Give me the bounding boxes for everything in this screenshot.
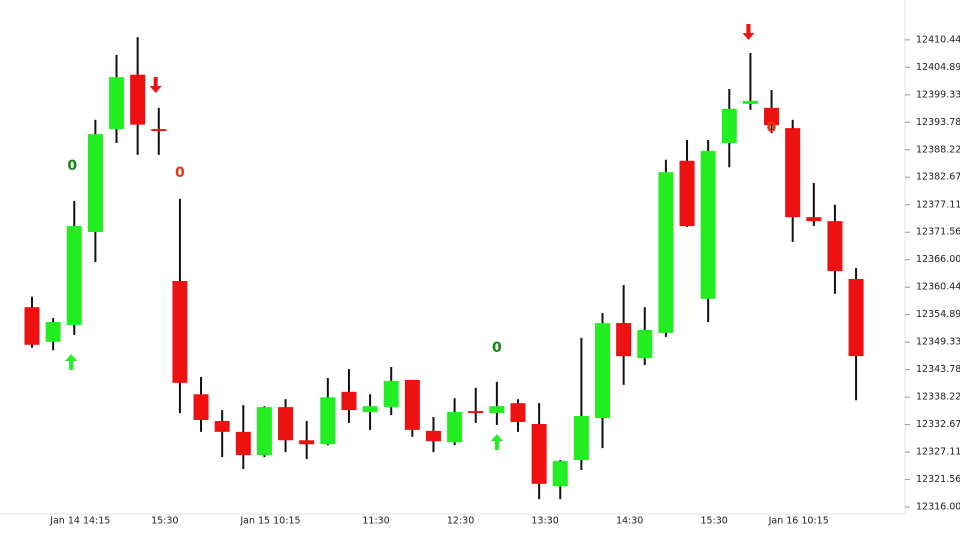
- y-tick-label: 12382.67: [916, 172, 960, 183]
- y-tick-label: 12393.78: [916, 117, 960, 128]
- y-tick-label: 12410.44: [916, 34, 960, 45]
- candle-body: [278, 407, 294, 441]
- candle-body: [193, 394, 209, 420]
- candle-body: [489, 406, 505, 414]
- y-tick-label: 12404.89: [916, 62, 960, 73]
- y-tick-label: 12360.44: [916, 282, 960, 293]
- y-tick-label: 12354.89: [916, 309, 960, 320]
- y-tick-label: 12371.56: [916, 227, 960, 238]
- signal-label: 0: [767, 120, 777, 136]
- candle-body: [848, 279, 864, 357]
- candle-body: [404, 379, 420, 430]
- y-tick-label: 12327.11: [916, 447, 960, 458]
- y-tick-label: 12366.00: [916, 254, 960, 265]
- candle-body: [742, 100, 758, 104]
- y-tick-label: 12316.00: [916, 502, 960, 513]
- sell-arrow: [149, 77, 162, 93]
- candle-body: [827, 221, 843, 272]
- y-tick-label: 12399.33: [916, 89, 960, 100]
- y-tick-label: 12388.22: [916, 144, 960, 155]
- candle-body: [658, 172, 674, 333]
- candle-body: [552, 461, 568, 487]
- candle-body: [235, 431, 251, 456]
- signal-label: 0: [175, 165, 185, 181]
- candle-body: [700, 150, 716, 299]
- y-tick-label: 12377.11: [916, 199, 960, 210]
- buy-arrow: [490, 434, 503, 450]
- y-tick-label: 12338.22: [916, 392, 960, 403]
- candle-body: [510, 403, 526, 422]
- x-tick-label: 14:30: [616, 516, 643, 527]
- candle-body: [109, 77, 125, 130]
- candle-body: [764, 107, 780, 126]
- y-tick-label: 12343.78: [916, 364, 960, 375]
- signal-label: 0: [67, 158, 77, 174]
- candle-body: [721, 108, 737, 143]
- y-tick-label: 12321.56: [916, 474, 960, 485]
- x-tick-label: Jan 14 14:15: [49, 516, 110, 527]
- candle-body: [573, 416, 589, 461]
- candle-body: [299, 440, 315, 445]
- candle-body: [320, 397, 336, 445]
- candle-body: [679, 160, 695, 227]
- x-tick-label: 11:30: [362, 516, 389, 527]
- candle-body: [66, 226, 82, 326]
- x-tick-label: 13:30: [531, 516, 558, 527]
- candle-body: [362, 406, 378, 413]
- candle-body: [256, 407, 272, 456]
- candle-body: [468, 411, 484, 414]
- sell-arrow: [742, 24, 755, 40]
- x-tick-label: Jan 16 10:15: [768, 516, 829, 527]
- candle-body: [383, 380, 399, 408]
- x-tick-label: 15:30: [151, 516, 178, 527]
- candle-body: [172, 280, 188, 383]
- x-tick-label: 15:30: [700, 516, 727, 527]
- x-tick-label: 12:30: [447, 516, 474, 527]
- candle-body: [595, 323, 611, 419]
- candle-body: [616, 323, 632, 357]
- candle-body: [87, 134, 103, 233]
- candle-body: [425, 430, 441, 442]
- candle-body: [341, 391, 357, 411]
- candle-body: [447, 412, 463, 443]
- candle-body: [785, 128, 801, 218]
- candle-body: [531, 423, 547, 484]
- candle-body: [130, 74, 146, 125]
- buy-arrow: [65, 354, 78, 370]
- x-tick-label: Jan 15 10:15: [239, 516, 300, 527]
- candle-body: [151, 129, 167, 132]
- candle-body: [45, 322, 61, 342]
- y-tick-label: 12349.33: [916, 337, 960, 348]
- candle-body: [214, 420, 230, 432]
- candle-body: [806, 217, 822, 222]
- candle-body: [637, 329, 653, 359]
- candle-body: [24, 307, 40, 345]
- y-tick-label: 12332.67: [916, 419, 960, 430]
- signal-label: 0: [492, 340, 502, 356]
